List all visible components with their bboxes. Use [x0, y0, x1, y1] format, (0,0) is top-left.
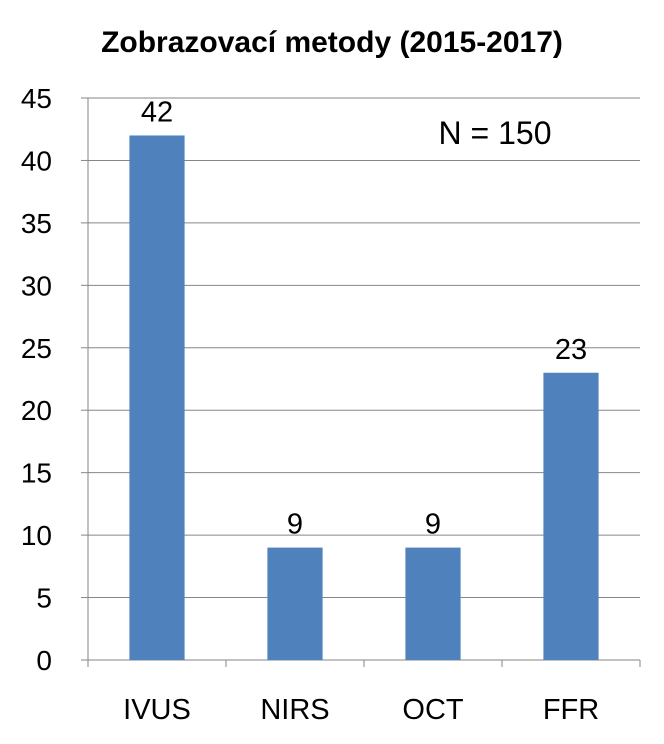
x-tick-label: NIRS	[260, 694, 329, 726]
y-tick-label: 40	[21, 145, 52, 176]
data-label: 9	[425, 509, 441, 541]
bar-nirs	[267, 547, 323, 660]
y-axis: 0 5 10 15 20 25 30 35 40 45	[21, 83, 89, 676]
y-tick-label: 20	[21, 395, 52, 426]
sample-size-annotation: N = 150	[439, 115, 552, 151]
x-tick-label: OCT	[402, 694, 464, 726]
y-tick-label: 25	[21, 333, 52, 364]
bar-ffr	[543, 372, 599, 660]
x-tick-label: IVUS	[123, 694, 191, 726]
chart-title: Zobrazovací metody (2015-2017)	[101, 26, 563, 59]
y-tick-label: 15	[21, 458, 52, 489]
data-label: 42	[141, 96, 173, 128]
bar-oct	[405, 547, 461, 660]
y-tick-label: 10	[21, 520, 52, 551]
x-tick-label: FFR	[543, 694, 599, 726]
y-tick-label: 0	[36, 645, 52, 676]
bars	[129, 135, 599, 660]
y-tick-label: 45	[21, 83, 52, 114]
data-label: 23	[555, 334, 587, 366]
y-tick-label: 30	[21, 270, 52, 301]
data-labels: 42 9 9 23	[141, 96, 587, 540]
x-axis: IVUS NIRS OCT FFR	[87, 659, 641, 726]
bar-ivus	[129, 135, 185, 660]
y-tick-label: 5	[36, 583, 52, 614]
data-label: 9	[287, 509, 303, 541]
y-tick-label: 35	[21, 208, 52, 239]
